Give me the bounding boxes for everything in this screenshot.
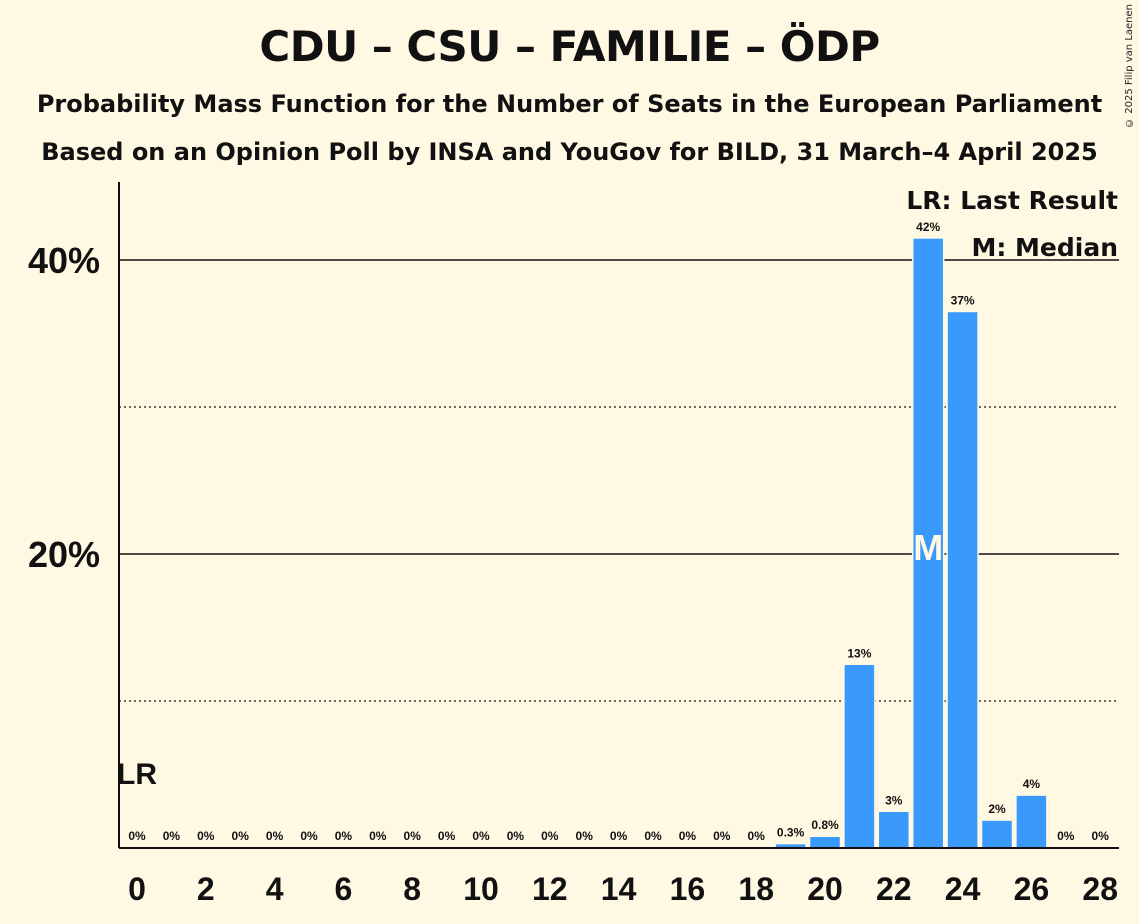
data-label: 0%	[404, 829, 422, 843]
x-tick-label: 18	[738, 871, 774, 907]
x-tick-label: 14	[601, 871, 637, 907]
bar-seat-25	[980, 819, 1014, 849]
chart-source: Based on an Opinion Poll by INSA and You…	[41, 138, 1098, 166]
x-tick-label: 26	[1014, 871, 1050, 907]
data-label: 42%	[916, 220, 940, 234]
data-label: 0%	[1092, 829, 1110, 843]
data-label: 0%	[610, 829, 628, 843]
x-tick-label: 24	[945, 871, 981, 907]
data-label: 0%	[197, 829, 215, 843]
x-tick-label: 28	[1082, 871, 1118, 907]
chart-title: CDU – CSU – FAMILIE – ÖDP	[259, 22, 880, 71]
y-tick-label: 20%	[28, 534, 100, 575]
bar-seat-21	[843, 663, 876, 849]
data-label: 0%	[163, 829, 181, 843]
data-label: 0%	[369, 829, 387, 843]
data-label: 0%	[1057, 829, 1075, 843]
data-label: 0%	[232, 829, 250, 843]
chart-subtitle: Probability Mass Function for the Number…	[36, 90, 1103, 118]
data-label: 0%	[300, 829, 318, 843]
x-tick-label: 4	[266, 871, 284, 907]
bar-seat-20	[808, 835, 842, 849]
x-tick-label: 2	[197, 871, 215, 907]
x-tick-label: 20	[807, 871, 843, 907]
last-result-marker: LR	[117, 758, 157, 791]
data-label: 0%	[507, 829, 525, 843]
legend-last-result: LR: Last Result	[906, 186, 1118, 215]
data-label: 2%	[988, 802, 1006, 816]
data-labels: 0% 0% 0% 0% 0% 0% 0% 0% 0% 0% 0% 0% 0% 0% 0% 0% 0% 0% 0% 0.…	[117, 220, 1109, 843]
x-tick-label: 10	[463, 871, 499, 907]
data-label: 0%	[541, 829, 559, 843]
data-label: 0%	[679, 829, 697, 843]
y-tick-label: 40%	[28, 240, 100, 281]
x-tick-label: 12	[532, 871, 568, 907]
x-tick-label: 0	[128, 871, 146, 907]
data-label: 0%	[472, 829, 490, 843]
data-label: 3%	[885, 793, 903, 807]
data-label: 0%	[644, 829, 662, 843]
data-label: 0%	[576, 829, 594, 843]
legend-median: M: Median	[971, 233, 1118, 262]
x-tick-label: 22	[876, 871, 912, 907]
data-label: 37%	[951, 293, 975, 307]
x-tick-label: 6	[335, 871, 353, 907]
data-label: 0%	[335, 829, 353, 843]
data-label: 13%	[847, 646, 871, 660]
median-marker: M	[913, 527, 943, 568]
data-label: 0%	[713, 829, 731, 843]
data-label: 0%	[128, 829, 146, 843]
data-label: 0.3%	[777, 826, 805, 840]
axes: 20%40%0 2 4 6 8 10 12 14 16 18 20 22 24 26 28	[28, 182, 1119, 907]
x-tick-label: 8	[403, 871, 421, 907]
bar-seat-26	[1015, 794, 1048, 849]
bar-seat-22	[877, 810, 911, 849]
bars	[774, 237, 1048, 849]
data-label: 0%	[438, 829, 456, 843]
x-tick-label: 16	[670, 871, 706, 907]
data-label: 0.8%	[811, 818, 839, 832]
data-label: 0%	[266, 829, 284, 843]
bar-seat-24	[946, 310, 979, 849]
data-label: 0%	[748, 829, 766, 843]
data-label: 4%	[1023, 777, 1041, 791]
